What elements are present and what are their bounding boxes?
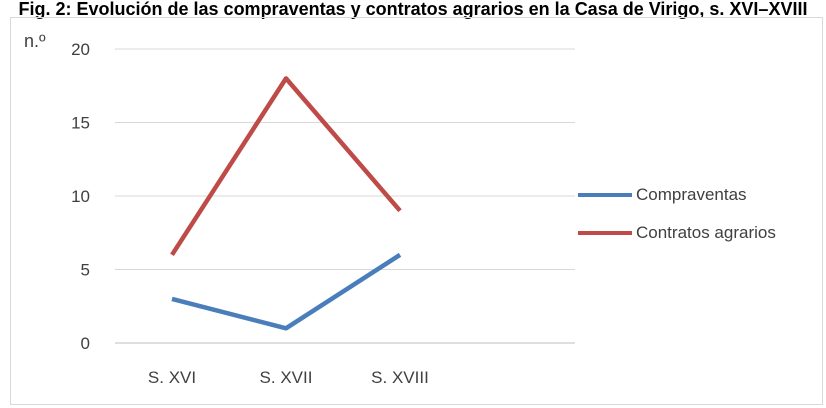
y-tick-label-20: 20	[71, 40, 90, 59]
x-tick-label-1: S. XVII	[260, 368, 313, 387]
chart-frame	[10, 17, 823, 405]
y-axis-label: n.º	[24, 31, 46, 51]
legend: Compraventas Contratos agrarios	[578, 176, 776, 252]
legend-label-compraventas: Compraventas	[636, 185, 747, 204]
y-tick-label-10: 10	[71, 187, 90, 206]
x-tick-label-0: S. XVI	[148, 368, 196, 387]
y-tick-label-15: 15	[71, 114, 90, 133]
legend-swatch-compraventas	[578, 193, 632, 197]
legend-item-contratos-agrarios: Contratos agrarios	[578, 214, 776, 252]
y-tick-label-5: 5	[81, 261, 90, 280]
legend-swatch-contratos-agrarios	[578, 231, 632, 235]
series-line-contratos-agrarios	[170, 76, 402, 257]
legend-item-compraventas: Compraventas	[578, 176, 776, 214]
series-line-compraventas	[171, 252, 402, 331]
chart-title: Fig. 2: Evolución de las compraventas y …	[18, 0, 808, 19]
legend-label-contratos-agrarios: Contratos agrarios	[636, 223, 776, 242]
x-tick-label-2: S. XVIII	[371, 368, 429, 387]
y-tick-label-0: 0	[81, 334, 90, 353]
